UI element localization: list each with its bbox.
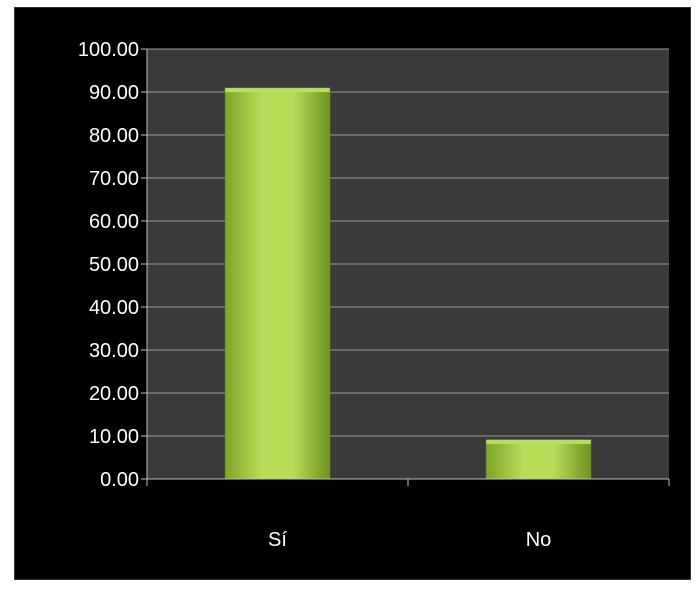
bar-no [485, 439, 592, 480]
chart-container: 0.00 10.00 20.00 30.00 40.00 50.00 60.00 70.00 8… [14, 7, 691, 580]
bar-si [224, 87, 331, 480]
y-tick-label: 20.00 [89, 383, 139, 405]
y-tick-label: 70.00 [89, 168, 139, 190]
y-tick-label: 50.00 [89, 254, 139, 276]
bar-chart: 0.00 10.00 20.00 30.00 40.00 50.00 60.00 70.00 8… [78, 39, 670, 551]
y-tick-label: 30.00 [89, 340, 139, 362]
bar-top-highlight [486, 439, 591, 444]
y-tick-label: 60.00 [89, 211, 139, 233]
y-tick-label: 80.00 [89, 125, 139, 147]
axes [141, 48, 670, 486]
x-tick-label: No [526, 529, 552, 551]
tick-labels: 0.00 10.00 20.00 30.00 40.00 50.00 60.00 70.00 8… [78, 39, 551, 551]
bars [224, 87, 592, 480]
y-tick-label: 100.00 [78, 39, 139, 61]
y-tick-label: 0.00 [100, 469, 139, 491]
y-tick-label: 90.00 [89, 82, 139, 104]
y-tick-label: 10.00 [89, 426, 139, 448]
x-tick-label: Sí [268, 529, 287, 551]
bar-top-highlight [225, 88, 330, 93]
y-tick-label: 40.00 [89, 297, 139, 319]
